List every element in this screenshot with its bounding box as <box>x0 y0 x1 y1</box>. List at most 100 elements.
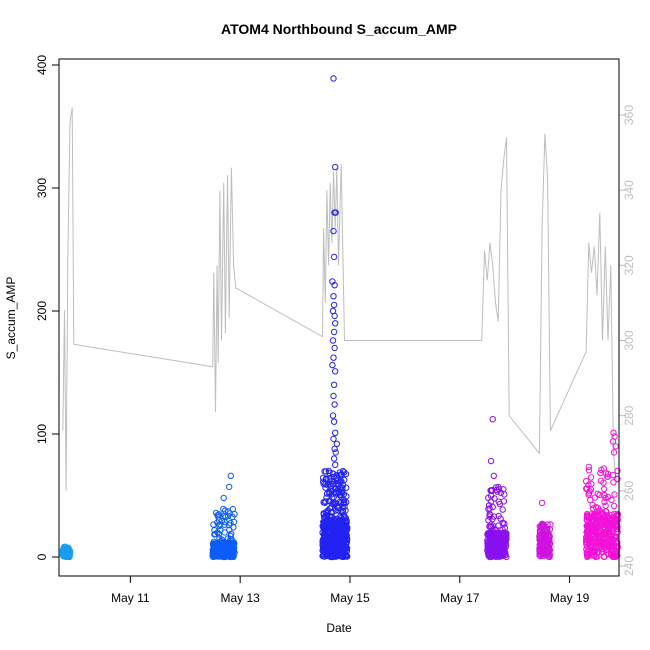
data-point <box>540 533 548 540</box>
data-point <box>221 521 228 528</box>
data-point <box>332 449 339 456</box>
data-point <box>338 522 345 530</box>
data-point <box>338 493 345 500</box>
y-tick-label: 400 <box>35 55 49 75</box>
data-point <box>216 534 223 542</box>
y-tick-label: 0 <box>35 553 49 560</box>
data-point <box>331 401 338 408</box>
data-point <box>584 548 592 555</box>
data-point <box>212 509 220 517</box>
data-point <box>325 488 333 496</box>
data-point <box>597 533 605 541</box>
data-point <box>321 521 329 529</box>
y2-tick-label: 240 <box>622 556 636 576</box>
data-point <box>593 530 600 538</box>
data-point <box>586 490 593 497</box>
data-point <box>331 282 338 289</box>
data-point <box>331 485 339 493</box>
x-tick-label: May 19 <box>550 591 590 605</box>
data-point <box>592 553 599 560</box>
data-point <box>332 429 339 436</box>
data-point <box>320 546 327 554</box>
data-point <box>226 483 233 491</box>
data-point <box>601 498 608 505</box>
data-point <box>216 521 223 528</box>
data-point <box>492 547 499 554</box>
data-point <box>598 466 605 474</box>
data-point <box>340 549 347 556</box>
data-point <box>547 521 554 528</box>
data-point <box>488 523 495 530</box>
data-point <box>583 539 590 546</box>
data-point <box>335 480 342 487</box>
data-point <box>330 253 338 261</box>
data-point <box>538 499 546 507</box>
scatter-cluster-2 <box>209 472 238 561</box>
data-point <box>584 524 592 531</box>
scatter-cluster-1 <box>59 543 74 561</box>
data-point <box>227 551 235 558</box>
data-point <box>225 508 232 515</box>
data-point <box>321 528 328 536</box>
data-point <box>227 520 234 527</box>
data-point <box>326 505 333 512</box>
data-point <box>331 312 338 320</box>
data-point <box>499 506 506 513</box>
data-point <box>614 475 621 483</box>
data-point <box>605 529 612 537</box>
data-point <box>614 523 621 530</box>
secondary-series-layer <box>62 107 617 491</box>
y2-tick-label: 360 <box>622 105 636 125</box>
data-point <box>495 486 503 493</box>
data-point <box>600 485 608 493</box>
data-point <box>336 469 344 476</box>
y2-tick-label: 320 <box>622 255 636 275</box>
data-point <box>582 478 590 485</box>
data-point <box>329 470 337 477</box>
data-point <box>221 529 228 536</box>
data-point <box>332 368 339 375</box>
data-point <box>609 543 616 550</box>
y2-tick-label: 280 <box>622 405 636 425</box>
data-point <box>545 537 552 544</box>
data-point <box>614 467 621 474</box>
data-point <box>330 227 337 235</box>
data-point <box>592 503 600 511</box>
chart-title: ATOM4 Northbound S_accum_AMP <box>221 21 457 37</box>
data-point <box>594 490 601 497</box>
data-point <box>329 337 337 344</box>
data-point <box>596 518 603 526</box>
data-point <box>340 499 348 506</box>
data-point <box>614 525 621 532</box>
data-point <box>612 443 619 450</box>
data-point <box>61 551 69 558</box>
data-point <box>333 542 340 550</box>
data-point <box>209 553 217 560</box>
data-point <box>227 472 235 479</box>
data-point <box>602 546 610 554</box>
data-point <box>593 545 601 552</box>
x-tick-label: May 17 <box>440 591 480 605</box>
data-point <box>331 344 338 352</box>
data-point <box>614 552 621 559</box>
data-point <box>604 513 611 521</box>
data-point <box>546 533 553 540</box>
y2-tick-label: 340 <box>622 180 636 200</box>
data-point <box>342 529 350 537</box>
data-point <box>486 548 493 556</box>
data-point <box>59 547 67 554</box>
data-point <box>219 541 227 548</box>
data-point <box>484 540 491 547</box>
data-point <box>612 533 619 540</box>
data-point <box>226 510 233 517</box>
y2-tick-label: 260 <box>622 481 636 501</box>
data-point <box>212 553 220 560</box>
data-point <box>339 547 346 555</box>
data-point <box>585 521 592 528</box>
data-point <box>343 484 350 491</box>
data-point <box>330 301 338 309</box>
plot-frame <box>58 58 620 577</box>
data-point <box>585 467 593 474</box>
scatter-cluster-3 <box>319 75 351 561</box>
data-point <box>590 511 597 519</box>
